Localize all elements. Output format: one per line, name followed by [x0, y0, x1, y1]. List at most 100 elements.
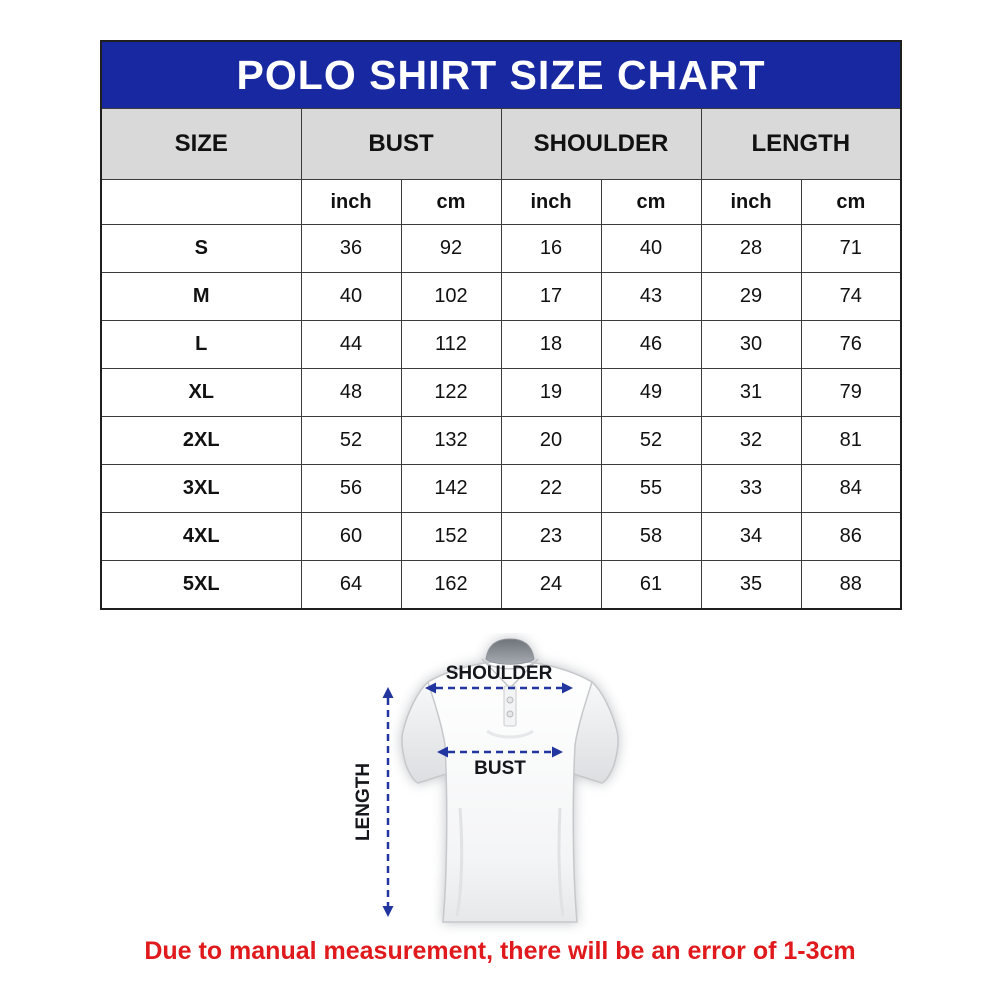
shirt-button-bottom — [506, 710, 514, 718]
title-row: POLO SHIRT SIZE CHART — [100, 40, 902, 109]
value-bust-inch: 64 — [300, 560, 402, 609]
size-label: 4XL — [100, 512, 302, 561]
shirt-placket — [503, 685, 517, 727]
bust-label: BUST — [474, 758, 526, 779]
value-length-inch: 28 — [700, 224, 802, 273]
size-chart-table: POLO SHIRT SIZE CHART SIZE BUST SHOULDER… — [100, 40, 903, 610]
table-row-4xl: 4XL 60 152 23 58 34 86 — [100, 512, 902, 561]
value-shoulder-cm: 55 — [600, 464, 702, 513]
value-bust-cm: 102 — [400, 272, 502, 321]
value-shoulder-cm: 46 — [600, 320, 702, 369]
col-header-shoulder: SHOULDER — [500, 108, 702, 180]
value-length-cm: 76 — [800, 320, 902, 369]
unit-header-row: inch cm inch cm inch cm — [100, 179, 902, 225]
unit-header-empty — [100, 179, 302, 225]
table-row-l: L 44 112 18 46 30 76 — [100, 320, 902, 369]
value-shoulder-inch: 17 — [500, 272, 602, 321]
shoulder-arrow — [425, 682, 573, 694]
arrow-left-icon — [437, 746, 448, 758]
value-length-inch: 31 — [700, 368, 802, 417]
shirt-chest-shading — [486, 729, 534, 739]
length-arrow — [382, 687, 394, 917]
value-shoulder-cm: 43 — [600, 272, 702, 321]
table-row-5xl: 5XL 64 162 24 61 35 88 — [100, 560, 902, 609]
table-row-m: M 40 102 17 43 29 74 — [100, 272, 902, 321]
size-label: 2XL — [100, 416, 302, 465]
shoulder-label: SHOULDER — [446, 663, 553, 684]
value-bust-cm: 162 — [400, 560, 502, 609]
value-length-inch: 34 — [700, 512, 802, 561]
value-shoulder-inch: 16 — [500, 224, 602, 273]
value-bust-inch: 52 — [300, 416, 402, 465]
chart-title: POLO SHIRT SIZE CHART — [100, 40, 902, 109]
value-length-inch: 30 — [700, 320, 802, 369]
value-shoulder-cm: 49 — [600, 368, 702, 417]
size-label: XL — [100, 368, 302, 417]
unit-header-shoulder-cm: cm — [600, 179, 702, 225]
unit-header-bust-cm: cm — [400, 179, 502, 225]
value-shoulder-cm: 40 — [600, 224, 702, 273]
value-length-cm: 84 — [800, 464, 902, 513]
size-label: S — [100, 224, 302, 273]
unit-header-bust-inch: inch — [300, 179, 402, 225]
value-bust-inch: 56 — [300, 464, 402, 513]
size-label: L — [100, 320, 302, 369]
size-label: 5XL — [100, 560, 302, 609]
value-length-cm: 74 — [800, 272, 902, 321]
value-shoulder-cm: 58 — [600, 512, 702, 561]
value-bust-cm: 142 — [400, 464, 502, 513]
column-header-row: SIZE BUST SHOULDER LENGTH — [100, 108, 902, 180]
col-header-size: SIZE — [100, 108, 302, 180]
value-length-inch: 35 — [700, 560, 802, 609]
arrow-right-icon — [552, 746, 563, 758]
table-row-2xl: 2XL 52 132 20 52 32 81 — [100, 416, 902, 465]
value-length-cm: 86 — [800, 512, 902, 561]
value-shoulder-inch: 23 — [500, 512, 602, 561]
value-length-inch: 33 — [700, 464, 802, 513]
unit-header-length-inch: inch — [700, 179, 802, 225]
value-shoulder-inch: 24 — [500, 560, 602, 609]
unit-header-shoulder-inch: inch — [500, 179, 602, 225]
value-bust-cm: 92 — [400, 224, 502, 273]
arrow-up-icon — [382, 687, 394, 698]
value-shoulder-inch: 22 — [500, 464, 602, 513]
value-bust-inch: 40 — [300, 272, 402, 321]
table-row-xl: XL 48 122 19 49 31 79 — [100, 368, 902, 417]
unit-header-length-cm: cm — [800, 179, 902, 225]
arrow-left-icon — [425, 682, 436, 694]
measurement-diagram: SHOULDER BUST LENGTH — [353, 638, 619, 923]
value-shoulder-cm: 61 — [600, 560, 702, 609]
value-shoulder-inch: 20 — [500, 416, 602, 465]
col-header-length: LENGTH — [700, 108, 902, 180]
bust-arrow — [437, 746, 563, 758]
length-label: LENGTH — [353, 763, 374, 841]
shirt-button-top — [506, 696, 514, 704]
arrow-right-icon — [562, 682, 573, 694]
size-label: 3XL — [100, 464, 302, 513]
size-label: M — [100, 272, 302, 321]
shirt-fold-left — [455, 807, 464, 917]
value-length-cm: 81 — [800, 416, 902, 465]
value-bust-inch: 60 — [300, 512, 402, 561]
value-shoulder-inch: 18 — [500, 320, 602, 369]
value-length-cm: 79 — [800, 368, 902, 417]
shirt-neck-opening — [485, 638, 535, 665]
value-bust-inch: 44 — [300, 320, 402, 369]
value-length-cm: 88 — [800, 560, 902, 609]
value-length-cm: 71 — [800, 224, 902, 273]
measurement-note: Due to manual measurement, there will be… — [144, 937, 856, 965]
value-bust-cm: 122 — [400, 368, 502, 417]
table-row-s: S 36 92 16 40 28 71 — [100, 224, 902, 273]
col-header-bust: BUST — [300, 108, 502, 180]
polo-shirt-illustration — [401, 638, 619, 923]
value-shoulder-cm: 52 — [600, 416, 702, 465]
value-length-inch: 32 — [700, 416, 802, 465]
value-bust-cm: 132 — [400, 416, 502, 465]
value-bust-inch: 48 — [300, 368, 402, 417]
value-bust-inch: 36 — [300, 224, 402, 273]
value-shoulder-inch: 19 — [500, 368, 602, 417]
value-bust-cm: 152 — [400, 512, 502, 561]
arrow-down-icon — [382, 906, 394, 917]
value-bust-cm: 112 — [400, 320, 502, 369]
